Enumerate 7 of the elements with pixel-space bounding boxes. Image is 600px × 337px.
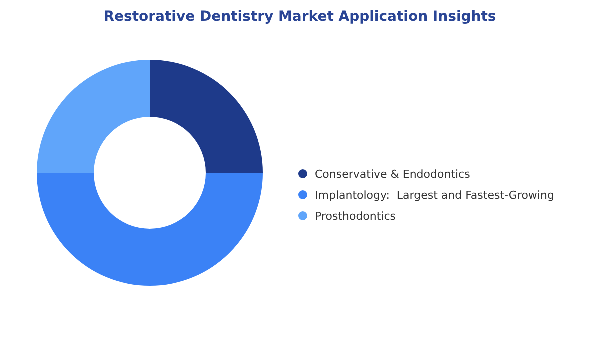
legend-label: Implantology: Largest and Fastest-Growing <box>315 189 554 202</box>
chart-title: Restorative Dentistry Market Application Insights <box>104 9 496 25</box>
legend-label: Conservative & Endodontics <box>315 168 471 181</box>
legend-label: Prosthodontics <box>315 210 396 223</box>
donut-slice <box>37 173 263 286</box>
donut-slice <box>150 60 263 173</box>
donut-slice <box>37 60 150 173</box>
